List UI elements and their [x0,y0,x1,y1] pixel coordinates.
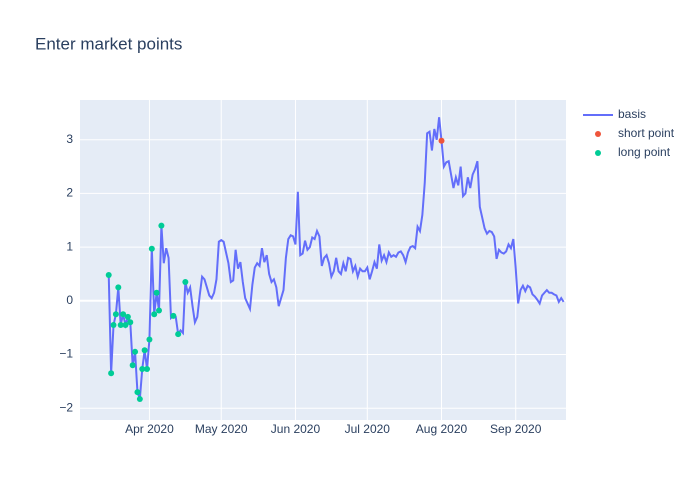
point [438,137,445,144]
point [108,370,115,377]
legend-swatch [595,131,601,137]
point [151,311,158,318]
x-tick-label: Aug 2020 [416,422,468,436]
point [182,279,189,286]
y-tick-label: −2 [59,400,73,414]
legend-label: short point [618,126,675,140]
point [153,289,160,296]
point [156,307,163,314]
y-tick-label: 3 [66,132,73,146]
legend-label: basis [618,107,646,121]
point [134,389,141,396]
point [122,321,129,328]
point [124,313,131,320]
point [144,365,151,372]
point [105,272,112,279]
point [170,312,177,319]
x-tick-label: Sep 2020 [490,422,542,436]
x-tick-label: Apr 2020 [125,422,174,436]
point [141,347,148,354]
point [175,331,182,338]
point [127,319,134,326]
point [110,321,117,328]
point [148,245,155,252]
chart-title: Enter market points [35,34,182,53]
point [146,336,153,343]
point [115,284,122,291]
x-tick-label: Jul 2020 [345,422,391,436]
point [117,321,124,328]
point [129,362,136,369]
y-tick-label: −1 [59,347,73,361]
legend-label: long point [618,145,671,159]
point [132,348,139,355]
point [120,311,127,318]
series-line [107,117,565,400]
legend-swatch [595,150,601,156]
point [158,222,165,229]
x-tick-label: May 2020 [195,422,248,436]
point [136,396,143,403]
y-tick-label: 1 [66,239,73,253]
y-tick-label: 2 [66,186,73,200]
point [139,365,146,372]
point [112,311,119,318]
x-tick-label: Jun 2020 [271,422,321,436]
y-tick-label: 0 [66,293,73,307]
